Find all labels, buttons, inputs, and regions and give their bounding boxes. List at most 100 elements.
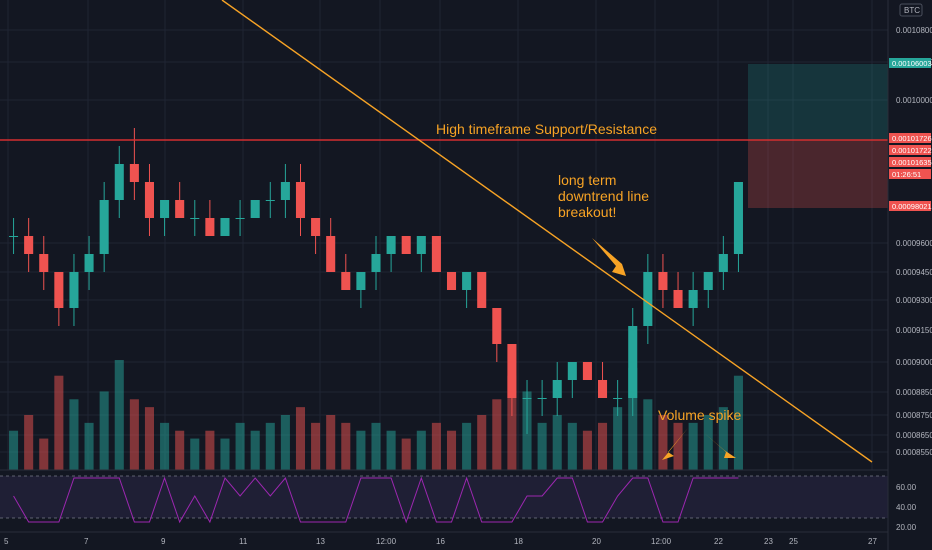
volume-bar — [492, 399, 502, 470]
volume-bar — [295, 407, 306, 470]
time-tick: 16 — [436, 537, 445, 546]
price-tag-label: 0.00101635 — [892, 158, 932, 167]
candle-body — [386, 236, 396, 254]
price-tags: 0.00106003 0.00101726 0.00101722 0.00101635… — [889, 58, 932, 211]
volume-bar — [507, 375, 517, 470]
volume-bar — [250, 430, 260, 470]
profit-zone[interactable] — [748, 64, 888, 140]
currency-label: BTC — [904, 6, 920, 15]
rsi-line — [13, 476, 739, 524]
volume-bar — [114, 360, 124, 470]
candle-body — [99, 200, 109, 254]
candle-body — [658, 272, 668, 290]
time-tick: 7 — [84, 537, 89, 546]
candle-body — [39, 254, 49, 272]
volume-bar — [582, 430, 592, 470]
volume-bar — [144, 407, 154, 470]
time-tick: 27 — [868, 537, 877, 546]
time-tick: 12:00 — [651, 537, 672, 546]
volume-bar — [24, 415, 34, 470]
candle-body — [567, 362, 577, 380]
downtrend-line[interactable] — [221, 0, 873, 463]
candle-body — [643, 272, 653, 326]
candle-body — [295, 182, 306, 218]
volume-bar — [205, 430, 215, 470]
candle-body — [477, 272, 487, 308]
time-tick: 18 — [514, 537, 523, 546]
volume-bar — [190, 438, 200, 470]
candle-body — [582, 362, 592, 380]
candle-body — [431, 236, 441, 272]
volume-bar — [341, 422, 351, 470]
time-tick: 11 — [239, 537, 248, 546]
candle-body — [703, 272, 713, 290]
volume-bar — [416, 430, 426, 470]
volume-bar — [371, 422, 381, 470]
volume-bar — [718, 407, 728, 470]
time-tick: 23 — [764, 537, 773, 546]
volume-bar — [688, 422, 698, 470]
volume-bar — [9, 430, 19, 470]
price-tag-label: 0.00098021 — [892, 202, 932, 211]
candle-body — [190, 218, 200, 219]
price-tag — [889, 58, 931, 68]
volume-arrow-left — [662, 428, 688, 460]
candle-body — [175, 200, 185, 218]
volume-bar — [356, 430, 366, 470]
volume-bar — [175, 430, 185, 470]
volume-bar — [129, 399, 139, 470]
candle-body — [129, 164, 139, 182]
trendline-arrow — [592, 238, 626, 276]
volume-bar — [326, 415, 336, 470]
resistance-annotation: High timeframe Support/Resistance — [436, 121, 657, 137]
loss-zone[interactable] — [748, 140, 888, 208]
price-tag-label: 01:26:51 — [892, 170, 921, 179]
candle-body — [280, 182, 290, 200]
volume-bar — [552, 415, 562, 470]
volume-bar — [537, 422, 547, 470]
candle-body — [250, 200, 260, 218]
volume-bar — [598, 422, 608, 470]
volume-bar — [613, 407, 623, 470]
trendline-annotation-1: long term — [558, 172, 616, 188]
currency-badge[interactable] — [899, 3, 923, 17]
time-tick: 22 — [714, 537, 723, 546]
volume-bar — [84, 422, 94, 470]
price-tag — [889, 157, 931, 167]
time-tick: 12:00 — [376, 537, 397, 546]
time-tick: 9 — [161, 537, 166, 546]
volume-bar — [401, 438, 411, 470]
volume-bar — [69, 399, 79, 470]
rsi-tick: 40.00 — [896, 503, 917, 512]
candle-body — [341, 272, 351, 290]
candle-body — [84, 254, 94, 272]
time-tick: 25 — [789, 537, 798, 546]
rsi-band — [0, 476, 888, 518]
candle-body — [522, 398, 532, 399]
candle-body — [673, 290, 683, 308]
candle-body — [462, 272, 472, 290]
trendline-annotation-2: downtrend line — [558, 188, 649, 204]
rsi-tick: 20.00 — [896, 523, 917, 532]
candle-body — [205, 218, 215, 236]
candle-body — [144, 182, 154, 218]
candle-body — [416, 236, 426, 254]
volume-bar — [99, 391, 109, 470]
volume-bar — [265, 422, 275, 470]
candle-body — [507, 344, 517, 398]
volume-bar — [386, 430, 396, 470]
candle-body — [598, 380, 608, 398]
candle-body — [356, 272, 366, 290]
candle-body — [401, 236, 411, 254]
candle-body — [9, 236, 19, 237]
